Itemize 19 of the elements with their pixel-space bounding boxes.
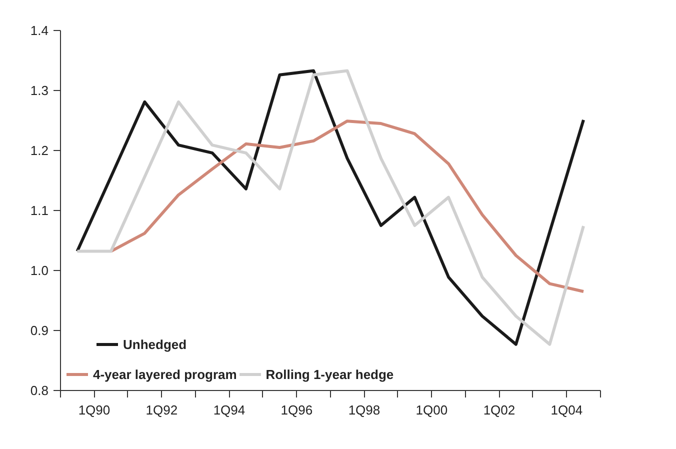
legend-label: Rolling 1-year hedge <box>266 366 394 382</box>
x-tick-label: 1Q02 <box>483 402 516 418</box>
y-tick-label: 1.0 <box>30 263 49 278</box>
x-tick-label: 1Q98 <box>348 402 380 418</box>
x-tick-label: 1Q96 <box>280 402 313 418</box>
y-tick-label: 1.4 <box>30 23 49 38</box>
x-tick-label: 1Q92 <box>146 402 178 418</box>
y-tick-label: 1.2 <box>30 143 49 158</box>
y-tick-label: 1.3 <box>30 83 49 98</box>
x-tick-label: 1Q90 <box>78 402 110 418</box>
y-tick-label: 0.9 <box>30 323 49 338</box>
y-tick-label: 0.8 <box>30 383 49 398</box>
y-tick-label: 1.1 <box>30 203 49 218</box>
x-tick-label: 1Q04 <box>550 402 583 418</box>
x-tick-label: 1Q94 <box>213 402 246 418</box>
line-series <box>109 120 585 293</box>
legend-label: 4-year layered program <box>93 366 237 382</box>
legend-label: Unhedged <box>123 336 187 352</box>
x-tick-label: 1Q00 <box>416 402 448 418</box>
